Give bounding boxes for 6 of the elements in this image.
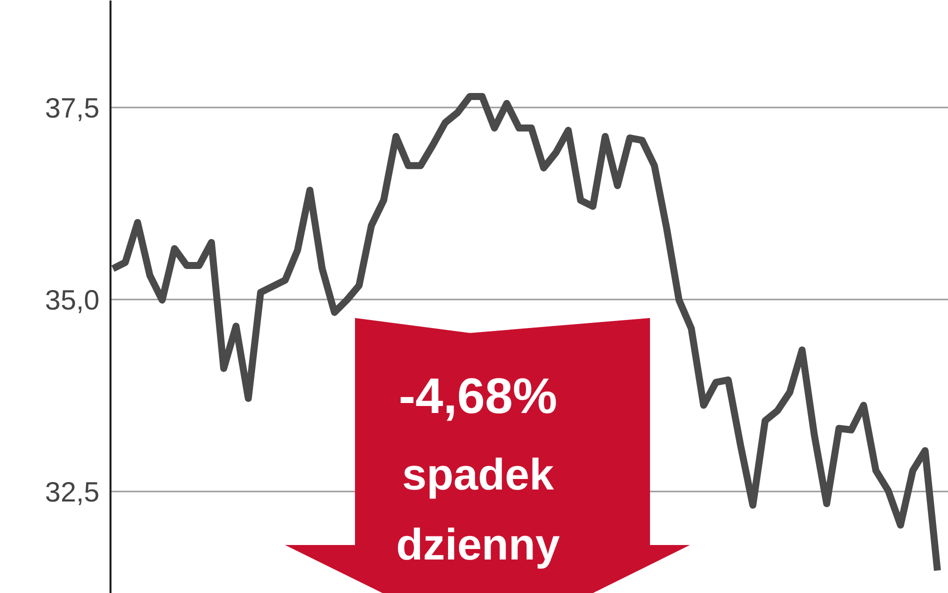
annotation: dzienny: [396, 520, 560, 570]
annotation: spadek: [402, 450, 554, 500]
y-tick-label: 32,5: [45, 476, 100, 508]
y-tick-label: 35,0: [45, 284, 100, 316]
annotation: -4,68%: [398, 368, 558, 424]
y-tick-label: 37,5: [45, 92, 100, 124]
